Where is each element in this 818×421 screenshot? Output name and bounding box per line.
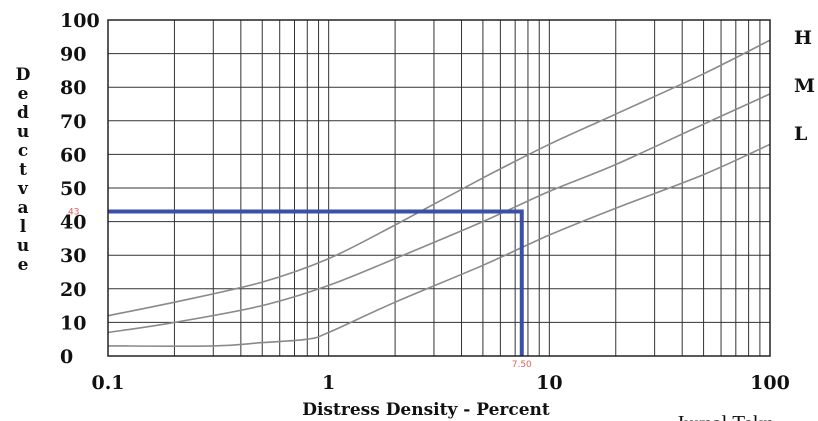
x-tick-labels: 0.1 1 10 100 xyxy=(91,372,789,394)
y-tick-label: 30 xyxy=(60,245,86,267)
series-label-h: H xyxy=(794,27,812,49)
y-axis-label-letter: a xyxy=(17,198,28,218)
y-axis-label-letter: e xyxy=(18,255,29,275)
reading-x-value: 7.50 xyxy=(512,360,532,370)
reading-annotation: 437.50 xyxy=(68,208,532,370)
series-label-l: L xyxy=(794,123,807,145)
y-tick-label: 0 xyxy=(60,346,73,368)
y-axis-label-letter: c xyxy=(18,141,28,161)
y-tick-label: 10 xyxy=(60,312,86,334)
source-caption: Jurnal Tekn xyxy=(676,411,774,421)
y-axis-label-letter: v xyxy=(17,179,29,199)
chart-curves xyxy=(107,39,771,347)
y-tick-label: 70 xyxy=(60,111,86,133)
y-tick-label: 50 xyxy=(60,178,86,200)
y-axis-label-letter: t xyxy=(19,160,27,180)
curve-m xyxy=(107,93,771,334)
series-labels: H M L xyxy=(794,27,815,145)
y-tick-label: 90 xyxy=(60,44,86,66)
y-tick-label: 40 xyxy=(60,212,86,234)
plot-frame xyxy=(107,19,771,357)
y-axis-label-letter: u xyxy=(17,122,29,142)
reading-guide-line xyxy=(108,209,524,356)
y-tick-label: 20 xyxy=(60,279,86,301)
y-tick-label: 100 xyxy=(60,10,100,32)
y-tick-label: 60 xyxy=(60,144,86,166)
y-axis-label-letter: D xyxy=(16,65,31,85)
x-axis-label: Distress Density - Percent xyxy=(302,400,550,420)
reading-y-value: 43 xyxy=(68,208,79,218)
y-axis-label-letter: l xyxy=(20,217,27,237)
series-label-m: M xyxy=(794,75,815,97)
y-axis-label-letter: u xyxy=(17,236,29,256)
y-axis-label-letter: d xyxy=(17,103,29,123)
x-tick-label: 1 xyxy=(322,372,335,394)
curve-l xyxy=(107,143,771,347)
x-tick-label: 100 xyxy=(750,372,790,394)
x-tick-label: 10 xyxy=(536,372,562,394)
y-tick-label: 80 xyxy=(60,77,86,99)
y-axis-label-letter: e xyxy=(18,84,29,104)
curve-h xyxy=(107,39,771,317)
y-tick-labels: 0 10 20 30 40 50 60 70 80 90 100 xyxy=(60,10,100,368)
x-tick-label: 0.1 xyxy=(91,372,124,394)
